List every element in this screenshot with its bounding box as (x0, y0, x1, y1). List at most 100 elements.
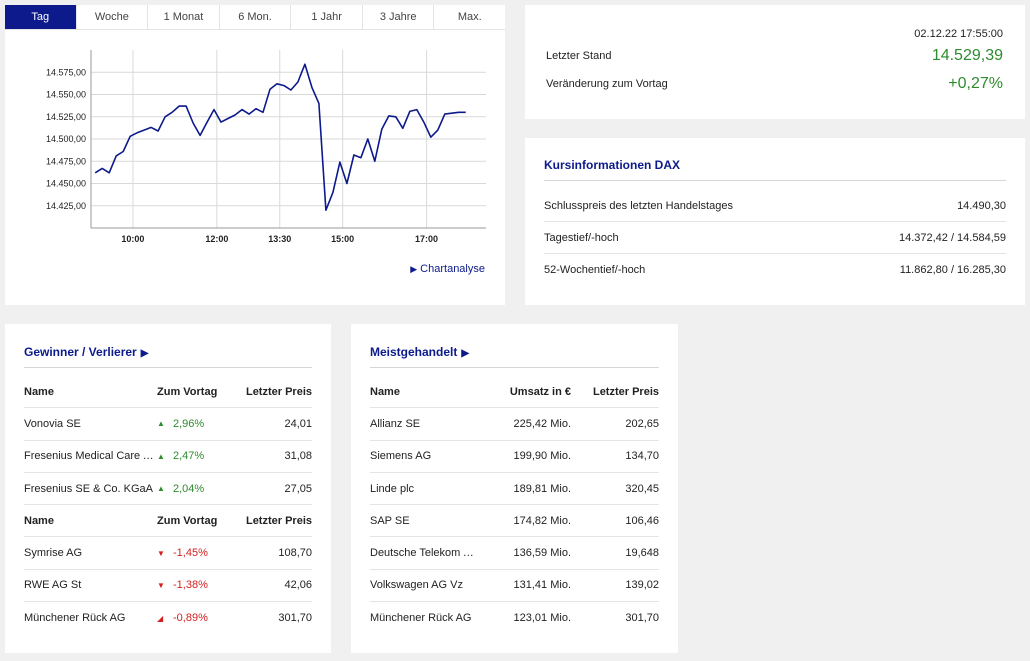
col-name: Name (24, 514, 54, 527)
play-icon: ▶ (410, 264, 418, 274)
info-value: 11.862,80 / 16.285,30 (899, 264, 1006, 276)
stock-price: 106,46 (625, 514, 659, 527)
change-row: Veränderung zum Vortag +0,27% (546, 75, 1003, 93)
stock-name: Deutsche Telekom AG (370, 547, 476, 560)
stock-price: 31,08 (284, 450, 312, 463)
change-value: +0,27% (948, 75, 1003, 92)
table-row[interactable]: Münchener Rück AG ◢ -0,89% 301,70 (24, 602, 312, 634)
chart-analysis-label: Chartanalyse (420, 263, 485, 275)
tab-1-month[interactable]: 1 Monat (148, 5, 220, 29)
x-tick-label: 13:30 (268, 234, 291, 244)
arrow-down-right-icon: ◢ (157, 613, 164, 623)
info-value: 14.372,42 / 14.584,59 (898, 231, 1006, 244)
stock-volume: 225,42 Mio. (513, 417, 571, 430)
last-price-value: 14.529,39 (931, 47, 1003, 64)
tab-day[interactable]: Tag (5, 5, 77, 29)
stock-name: RWE AG St (24, 579, 82, 592)
quote-timestamp: 02.12.22 17:55:00 (914, 28, 1003, 40)
table-header: Name Zum Vortag Letzter Preis (24, 505, 312, 538)
stock-change: 2,96% (173, 417, 205, 430)
stock-name: Fresenius SE & Co. KGaA (24, 482, 153, 495)
stock-volume: 136,59 Mio. (513, 547, 571, 560)
last-price-label: Letzter Stand (546, 50, 612, 62)
title-divider (544, 180, 1006, 181)
col-price: Letzter Preis (592, 385, 659, 398)
arrow-up-icon: ▲ (157, 451, 165, 461)
col-change: Zum Vortag (157, 385, 218, 398)
title-divider (370, 367, 659, 368)
y-tick-label: 14.450,00 (46, 179, 86, 189)
table-row[interactable]: Symrise AG ▼ -1,45% 108,70 (24, 537, 312, 570)
x-tick-label: 10:00 (121, 234, 144, 244)
table-header: Name Zum Vortag Letzter Preis (24, 376, 312, 409)
info-title: Kursinformationen DAX (544, 158, 681, 172)
stock-price: 301,70 (278, 612, 312, 625)
stock-change: 2,04% (173, 482, 205, 495)
table-row[interactable]: Siemens AG 199,90 Mio. 134,70 (370, 441, 659, 473)
x-tick-label: 15:00 (331, 234, 354, 244)
table-row[interactable]: Vonovia SE ▲ 2,96% 24,01 (24, 408, 312, 441)
stock-volume: 123,01 Mio. (513, 612, 571, 625)
table-row[interactable]: Münchener Rück AG 123,01 Mio. 301,70 (370, 602, 659, 634)
arrow-up-icon: ▲ (157, 419, 165, 429)
stock-change: -1,38% (173, 579, 208, 592)
series-line-dax (94, 63, 466, 211)
info-label: Tagestief/-hoch (544, 231, 619, 244)
stock-volume: 131,41 Mio. (513, 579, 571, 592)
stock-change: 2,47% (173, 450, 205, 463)
last-price-row: Letzter Stand 14.529,39 (546, 47, 1003, 65)
stock-price: 24,01 (284, 417, 312, 430)
arrow-up-icon: ▲ (157, 484, 165, 494)
table-row[interactable]: Linde plc 189,81 Mio. 320,45 (370, 473, 659, 506)
stock-change: -1,45% (173, 547, 208, 560)
info-row: Tagestief/-hoch 14.372,42 / 14.584,59 (544, 222, 1006, 254)
gainers-losers-title-text: Gewinner / Verlierer (24, 345, 137, 359)
gainers-losers-panel: Gewinner / Verlierer ▶ Name Zum Vortag Le… (5, 324, 331, 653)
tab-week[interactable]: Woche (77, 5, 149, 29)
tab-max[interactable]: Max. (457, 11, 482, 23)
y-tick-label: 14.475,00 (46, 156, 86, 166)
info-row: 52-Wochentief/-hoch 11.862,80 / 16.285,3… (544, 254, 1006, 286)
table-row[interactable]: SAP SE 174,82 Mio. 106,46 (370, 505, 659, 538)
timeframe-tabs: Tag Woche 1 Monat 6 Mon. 1 Jahr 3 Jahre … (5, 5, 505, 30)
gainers-losers-table: Name Zum Vortag Letzter Preis Vonovia SE… (24, 376, 312, 634)
tab-6-months[interactable]: 6 Mon. (220, 5, 292, 29)
y-tick-label: 14.425,00 (46, 201, 86, 211)
stock-price: 320,45 (625, 482, 659, 495)
stock-name: Allianz SE (370, 417, 421, 430)
col-volume: Umsatz in € (509, 385, 571, 398)
stock-name: Siemens AG (370, 450, 432, 463)
stock-name: Münchener Rück AG (24, 612, 126, 625)
stock-price: 19,648 (625, 547, 659, 560)
play-icon: ▶ (461, 348, 470, 359)
tab-1-year[interactable]: 1 Jahr (291, 5, 363, 29)
y-tick-label: 14.525,00 (46, 112, 86, 122)
gainers-losers-title[interactable]: Gewinner / Verlierer ▶ (24, 345, 148, 359)
stock-name: Münchener Rück AG (370, 612, 472, 625)
x-tick-label: 17:00 (415, 234, 438, 244)
table-row[interactable]: Fresenius Medical Care AG & Co. KGaA ▲ 2,… (24, 441, 312, 473)
y-tick-label: 14.550,00 (46, 90, 86, 100)
stock-name: Volkswagen AG Vz (370, 579, 463, 592)
stock-price: 108,70 (278, 547, 312, 560)
most-traded-title[interactable]: Meistgehandelt ▶ (370, 345, 469, 359)
stock-price: 301,70 (625, 612, 659, 625)
table-row[interactable]: Fresenius SE & Co. KGaA ▲ 2,04% 27,05 (24, 473, 312, 506)
table-row[interactable]: Deutsche Telekom AG 136,59 Mio. 19,648 (370, 537, 659, 570)
title-divider (24, 367, 312, 368)
y-tick-label: 14.575,00 (46, 67, 86, 77)
tab-3-years[interactable]: 3 Jahre (363, 5, 435, 29)
table-row[interactable]: RWE AG St ▼ -1,38% 42,06 (24, 570, 312, 603)
table-row[interactable]: Allianz SE 225,42 Mio. 202,65 (370, 408, 659, 441)
col-price: Letzter Preis (245, 514, 312, 527)
stock-price: 202,65 (625, 417, 659, 430)
col-name: Name (370, 385, 400, 398)
table-row[interactable]: Volkswagen AG Vz 131,41 Mio. 139,02 (370, 570, 659, 603)
stock-volume: 174,82 Mio. (513, 514, 571, 527)
chart-analysis-link[interactable]: ▶ Chartanalyse (410, 263, 485, 275)
info-row: Schlusspreis des letzten Handelstages 14… (544, 190, 1006, 222)
price-chart[interactable]: 14.425,00 14.450,00 14.475,00 14.500,00 14.5… (5, 30, 505, 255)
stock-name: SAP SE (370, 514, 410, 527)
col-price: Letzter Preis (245, 385, 312, 398)
stock-price: 42,06 (284, 579, 312, 592)
